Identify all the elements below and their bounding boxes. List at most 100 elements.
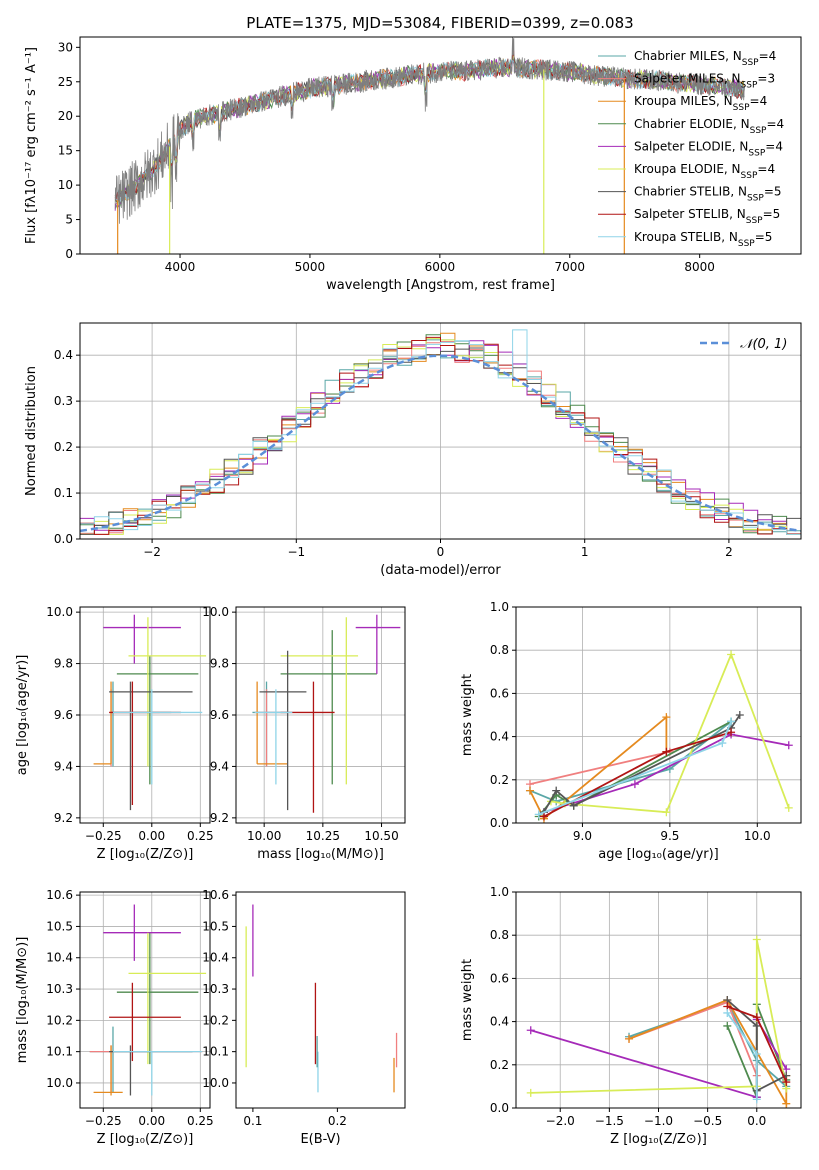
y-tick-label: 10.3 bbox=[46, 982, 73, 996]
weight-point-marker bbox=[534, 810, 543, 819]
y-tick-label: 0.8 bbox=[490, 928, 509, 942]
legend-label: Chabrier STELIB, NSSP=5 bbox=[634, 185, 782, 204]
x-tick-label: −1.0 bbox=[644, 1114, 673, 1128]
x-axis-label: wavelength [Angstrom, rest frame] bbox=[326, 278, 555, 293]
x-tick-label: 0.25 bbox=[187, 829, 214, 843]
y-tick-label: 9.6 bbox=[210, 708, 229, 722]
y-tick-label: 10.0 bbox=[202, 1076, 229, 1090]
y-tick-label: 10.5 bbox=[46, 919, 73, 933]
weight-point-marker bbox=[782, 1099, 791, 1108]
x-tick-label: −2.0 bbox=[546, 1114, 575, 1128]
x-tick-label: 2 bbox=[725, 545, 733, 559]
residual-histogram-step bbox=[80, 329, 801, 539]
weight-point-marker bbox=[782, 1078, 791, 1087]
axes-age_vs_Z: −0.25 0.00 0.25 9.2 9.4 9.6 9.8 10.0 Z [log₁₀(Z/… bbox=[15, 605, 214, 862]
plot-area-residuals bbox=[80, 329, 801, 539]
x-tick-label: 0 bbox=[437, 545, 445, 559]
x-tick-label: 0.25 bbox=[187, 1114, 214, 1128]
y-tick-label: 10.2 bbox=[202, 1013, 229, 1027]
y-axis-label: mass weight bbox=[460, 674, 475, 756]
y-tick-label: 0.0 bbox=[490, 816, 509, 830]
y-axis-label: Flux [fλ10⁻¹⁷ erg cm⁻² s⁻¹ A⁻¹] bbox=[24, 47, 39, 244]
normal-distribution-curve bbox=[80, 354, 801, 533]
weight-line bbox=[529, 750, 671, 785]
plot-area-weight_vs_age bbox=[525, 650, 793, 823]
observed-spectrum-line bbox=[114, 37, 746, 224]
legend-label: 𝒩(0, 1) bbox=[740, 337, 787, 352]
x-tick-label: 8000 bbox=[684, 260, 715, 274]
x-tick-label: 7000 bbox=[554, 260, 585, 274]
plot-area-spectrum bbox=[114, 37, 746, 254]
weight-point-marker bbox=[752, 1095, 761, 1104]
y-tick-label: 10.2 bbox=[46, 1013, 73, 1027]
plot-area-age_vs_mass bbox=[252, 614, 401, 813]
y-tick-label: 10.0 bbox=[202, 605, 229, 619]
y-tick-label: 0.8 bbox=[490, 643, 509, 657]
legend-label: Kroupa MILES, NSSP=4 bbox=[634, 94, 767, 113]
legend-label: Chabrier MILES, NSSP=4 bbox=[634, 49, 776, 68]
weight-point-marker bbox=[784, 803, 793, 812]
legend-residuals: 𝒩(0, 1) bbox=[700, 337, 787, 352]
y-tick-label: 25 bbox=[58, 75, 73, 89]
y-tick-label: 20 bbox=[58, 109, 73, 123]
y-tick-label: 0.4 bbox=[490, 730, 509, 744]
x-tick-label: 0.2 bbox=[328, 1114, 347, 1128]
axes-spectrum: 4000 5000 6000 7000 8000 0 5 10 15 20 25 30 waveleng… bbox=[24, 36, 802, 293]
y-tick-label: 9.2 bbox=[210, 811, 229, 825]
y-tick-label: 10.5 bbox=[202, 919, 229, 933]
y-axis-label: mass weight bbox=[460, 959, 475, 1041]
x-tick-label: 5000 bbox=[295, 260, 326, 274]
axes-mass_vs_Z: −0.25 0.00 0.25 10.0 10.1 10.2 10.3 10.4 10.5 10.… bbox=[15, 888, 214, 1147]
y-tick-label: 10.4 bbox=[46, 951, 73, 965]
legend-label: Salpeter STELIB, NSSP=5 bbox=[634, 207, 780, 226]
y-tick-label: 10.3 bbox=[202, 982, 229, 996]
y-tick-label: 10.1 bbox=[202, 1045, 229, 1059]
x-axis-label: age [log₁₀(age/yr)] bbox=[598, 847, 719, 862]
y-tick-label: 0.0 bbox=[490, 1101, 509, 1115]
y-tick-label: 15 bbox=[58, 144, 73, 158]
y-tick-label: 0.6 bbox=[490, 971, 509, 985]
y-axis-label: mass [log₁₀(M/M⊙)] bbox=[15, 937, 30, 1064]
axes-frame bbox=[79, 36, 802, 255]
weight-point-marker bbox=[525, 786, 534, 795]
axes-frame bbox=[79, 891, 211, 1109]
y-tick-label: 0.2 bbox=[54, 440, 73, 454]
y-tick-label: 30 bbox=[58, 40, 73, 54]
y-tick-label: 0.0 bbox=[54, 532, 73, 546]
figure-title: PLATE=1375, MJD=53084, FIBERID=0399, z=0… bbox=[246, 14, 633, 32]
x-axis-label: E(B-V) bbox=[300, 1132, 340, 1147]
legend-label: Kroupa STELIB, NSSP=5 bbox=[634, 230, 772, 249]
y-axis-label: Normed distribution bbox=[24, 366, 39, 496]
x-tick-label: −1.5 bbox=[595, 1114, 624, 1128]
x-tick-label: 10.0 bbox=[744, 829, 771, 843]
y-tick-label: 10.6 bbox=[202, 888, 229, 902]
y-tick-label: 9.8 bbox=[210, 657, 229, 671]
weight-point-marker bbox=[662, 747, 671, 756]
axes-weight_vs_Z: −2.0 −1.5 −1.0 −0.5 0.0 0.0 0.2 0.4 0.6 0.8 1.0 Z [… bbox=[460, 885, 802, 1147]
x-tick-label: 4000 bbox=[165, 260, 196, 274]
x-tick-label: 6000 bbox=[425, 260, 456, 274]
y-tick-label: 10.6 bbox=[46, 888, 73, 902]
y-tick-label: 0.2 bbox=[490, 773, 509, 787]
axes-frame bbox=[515, 606, 802, 824]
legend-label: Kroupa ELODIE, NSSP=4 bbox=[634, 162, 775, 181]
x-tick-label: 10.50 bbox=[364, 829, 398, 843]
plot-area-mass_vs_Z bbox=[89, 904, 207, 1096]
weight-point-marker bbox=[526, 1026, 535, 1035]
axes-frame bbox=[235, 891, 406, 1109]
weight-point-marker bbox=[630, 780, 639, 789]
x-tick-label: 0.00 bbox=[138, 1114, 165, 1128]
axes-residuals: −2 −1 0 1 2 0.0 0.1 0.2 0.3 0.4 (data-model)/error… bbox=[24, 322, 802, 578]
y-tick-label: 10.0 bbox=[46, 605, 73, 619]
x-tick-label: −0.25 bbox=[85, 1114, 122, 1128]
x-axis-label: Z [log₁₀(Z/Z⊙)] bbox=[97, 1132, 194, 1147]
y-tick-label: 10.0 bbox=[46, 1076, 73, 1090]
y-tick-label: 9.8 bbox=[54, 657, 73, 671]
weight-line bbox=[530, 939, 788, 1094]
weight-point-marker bbox=[752, 935, 761, 944]
weight-point-marker bbox=[752, 1050, 761, 1058]
x-tick-label: 9.0 bbox=[573, 829, 592, 843]
x-axis-label: Z [log₁₀(Z/Z⊙)] bbox=[97, 847, 194, 862]
weight-point-marker bbox=[526, 1088, 535, 1097]
x-tick-label: 10.25 bbox=[306, 829, 340, 843]
